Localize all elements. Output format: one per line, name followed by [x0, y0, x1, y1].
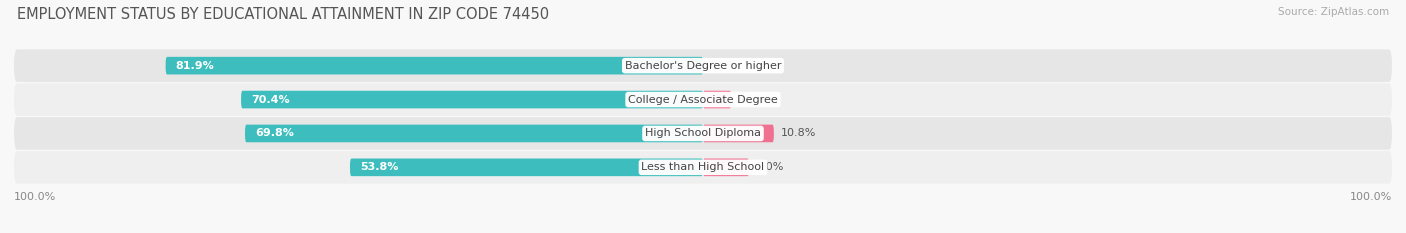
- Text: Bachelor's Degree or higher: Bachelor's Degree or higher: [624, 61, 782, 71]
- Text: 10.8%: 10.8%: [780, 128, 815, 138]
- FancyBboxPatch shape: [703, 91, 731, 108]
- Text: 70.4%: 70.4%: [250, 95, 290, 105]
- FancyBboxPatch shape: [703, 125, 773, 142]
- FancyBboxPatch shape: [245, 125, 703, 142]
- Text: 100.0%: 100.0%: [14, 192, 56, 202]
- FancyBboxPatch shape: [14, 83, 1392, 116]
- Text: 53.8%: 53.8%: [360, 162, 398, 172]
- FancyBboxPatch shape: [240, 91, 703, 108]
- FancyBboxPatch shape: [703, 158, 749, 176]
- Text: Source: ZipAtlas.com: Source: ZipAtlas.com: [1278, 7, 1389, 17]
- FancyBboxPatch shape: [350, 158, 703, 176]
- FancyBboxPatch shape: [14, 151, 1392, 184]
- Text: 0.0%: 0.0%: [710, 61, 738, 71]
- Text: 81.9%: 81.9%: [176, 61, 214, 71]
- Text: 7.0%: 7.0%: [755, 162, 785, 172]
- Text: 100.0%: 100.0%: [1350, 192, 1392, 202]
- FancyBboxPatch shape: [14, 117, 1392, 150]
- Text: EMPLOYMENT STATUS BY EDUCATIONAL ATTAINMENT IN ZIP CODE 74450: EMPLOYMENT STATUS BY EDUCATIONAL ATTAINM…: [17, 7, 548, 22]
- Text: 4.3%: 4.3%: [738, 95, 766, 105]
- Text: Less than High School: Less than High School: [641, 162, 765, 172]
- FancyBboxPatch shape: [14, 49, 1392, 82]
- Text: College / Associate Degree: College / Associate Degree: [628, 95, 778, 105]
- Text: High School Diploma: High School Diploma: [645, 128, 761, 138]
- FancyBboxPatch shape: [166, 57, 703, 75]
- Text: 69.8%: 69.8%: [254, 128, 294, 138]
